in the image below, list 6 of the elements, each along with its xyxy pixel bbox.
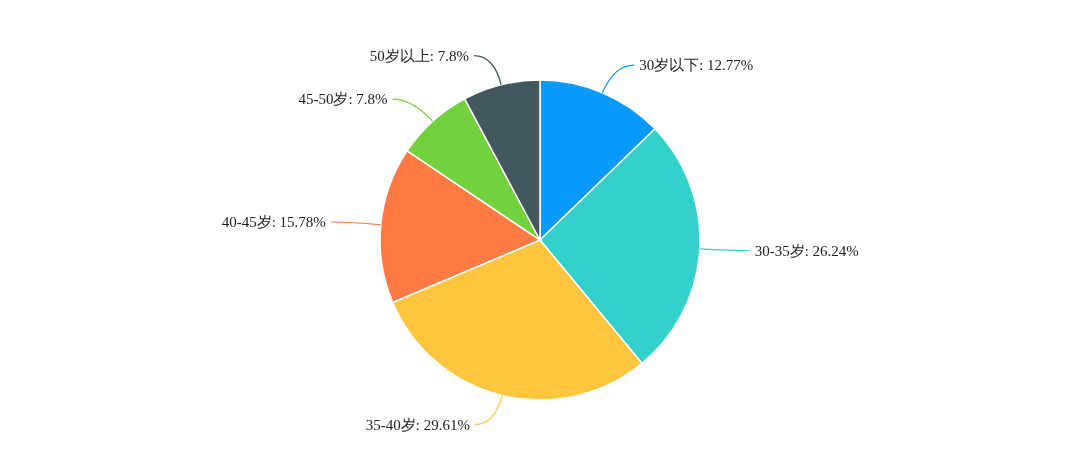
slice-label: 30岁以下: 12.77% [639, 57, 754, 74]
slice-label: 30-35岁: 26.24% [754, 242, 859, 259]
slice-label: 35-40岁: 29.61% [365, 416, 470, 433]
slice-label: 50岁以上: 7.8% [369, 47, 469, 64]
slice-label: 45-50岁: 7.8% [298, 91, 388, 108]
slice-label: 40-45岁: 15.78% [221, 214, 326, 230]
